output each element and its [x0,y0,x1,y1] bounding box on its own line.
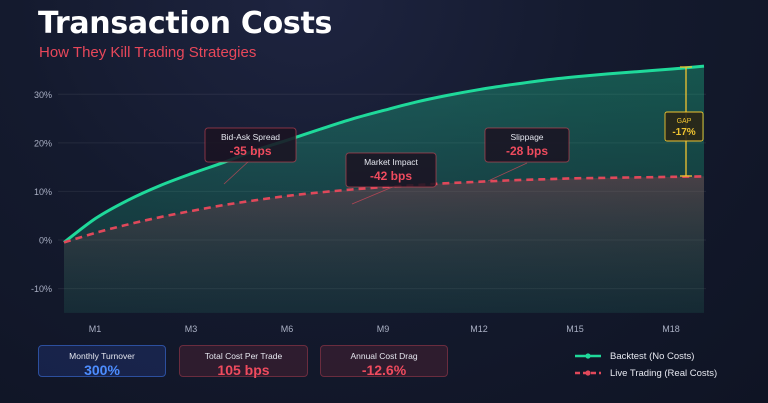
series-point [479,89,481,91]
stat-total-cost-per-trade: Total Cost Per Trade 105 bps [179,345,308,378]
series-point [447,182,449,184]
series-point [95,217,97,219]
x-tick-label: M12 [470,324,488,334]
stat-value: 300% [84,362,120,378]
stat-value: -12.6% [361,362,407,378]
series-point [255,199,257,201]
series-point [319,128,321,130]
series-point [543,178,545,180]
annotation-value: -42 bps [370,169,412,183]
series-point [639,176,641,178]
x-tick-label: M18 [662,324,680,334]
legend-swatch-live [575,370,601,376]
x-axis: M1 M3 M6 M9 M12 M15 M18 [89,324,680,334]
y-tick-label: 0% [39,236,52,246]
annotation-slippage: Slippage -28 bps [484,127,570,163]
y-tick-label: 30% [34,90,52,100]
backtest-series-line [63,64,705,244]
series-point [159,216,161,218]
series-point [511,179,513,181]
x-tick-label: M3 [185,324,198,334]
annotation-value: -28 bps [506,144,548,158]
annotation-bid-ask-spread: Bid-Ask Spread -35 bps [204,127,297,163]
legend-item-live: Live Trading (Real Costs) [574,365,717,381]
bid-ask-spread-leader [223,159,251,185]
series-point [383,109,385,111]
x-tick-label: M6 [281,324,294,334]
series-point [703,65,705,67]
series-point [607,177,609,179]
series-point [191,173,193,175]
series-point [575,177,577,179]
series-point [543,79,545,81]
page-title: Transaction Costs [38,6,333,41]
x-tick-label: M9 [377,324,390,334]
y-tick-label: 20% [34,138,52,148]
stat-annual-cost-drag: Annual Cost Drag -12.6% [320,345,448,378]
annotation-title: Market Impact [364,157,418,167]
annotation-title: Slippage [510,132,543,142]
series-point [671,176,673,178]
page-subtitle: How They Kill Trading Strategies [39,44,257,61]
series-point [95,232,97,234]
stat-label: Total Cost Per Trade [204,351,283,361]
series-point [127,224,129,226]
series-point [319,192,321,194]
series-point [223,204,225,206]
legend-label: Live Trading (Real Costs) [610,367,718,379]
stat-value: 105 bps [217,362,270,378]
annotation-value: -35 bps [229,144,271,158]
series-point [191,210,193,212]
series-point [671,68,673,70]
series-point [351,189,353,191]
series-point [703,175,705,177]
y-axis: -10% 0% 10% 20% 30% [31,90,52,294]
live-trading-area [64,176,704,313]
x-tick-label: M1 [89,324,102,334]
y-tick-label: -10% [31,284,52,294]
stat-label: Annual Cost Drag [350,351,418,361]
series-point [511,84,513,86]
series-point [447,94,449,96]
series-point [351,118,353,120]
series-point [63,242,65,244]
gap-label-title: GAP [677,118,692,125]
series-point [479,181,481,183]
legend-swatch-backtest [575,353,601,359]
series-point [287,195,289,197]
annotation-title: Bid-Ask Spread [221,132,280,142]
x-tick-label: M15 [566,324,584,334]
series-point [127,199,129,201]
legend-label: Backtest (No Costs) [610,350,695,362]
annotation-market-impact: Market Impact -42 bps [345,152,437,188]
slippage-leader [487,162,528,182]
gap-label: GAP -17% [664,111,704,142]
legend: Backtest (No Costs) Live Trading (Real C… [574,348,717,382]
series-point [639,71,641,73]
series-point [607,73,609,75]
gap-label-value: -17% [672,127,695,138]
stat-monthly-turnover: Monthly Turnover 300% [38,345,166,378]
y-tick-label: 10% [34,187,52,197]
series-point [415,101,417,103]
series-point [159,185,161,187]
legend-item-backtest: Backtest (No Costs) [574,348,717,364]
stat-label: Monthly Turnover [69,351,135,361]
series-point [575,76,577,78]
market-impact-leader [351,185,396,205]
